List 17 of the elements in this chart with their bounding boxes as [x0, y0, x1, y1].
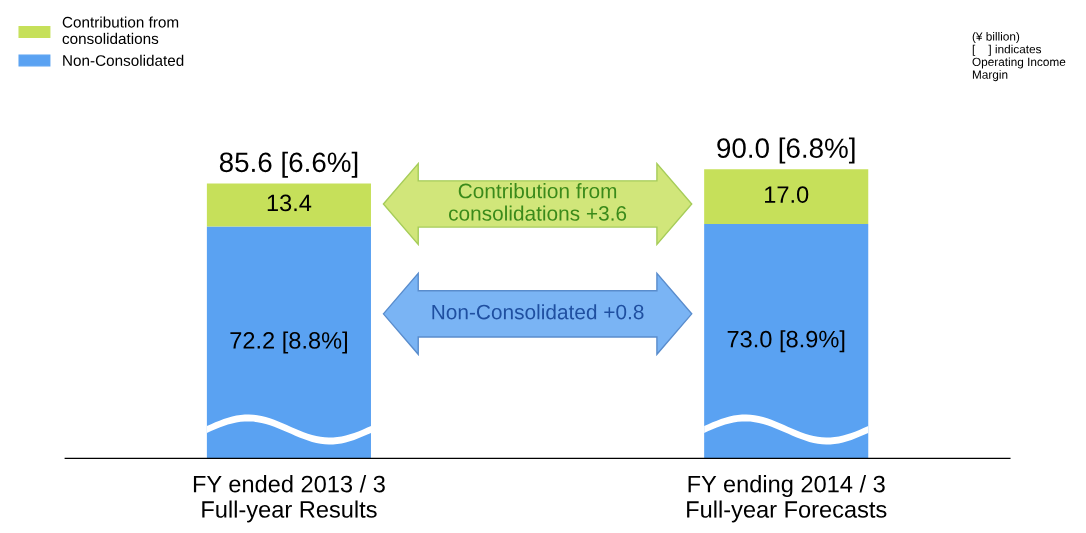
- text: (¥ billion) [ ] indicates Operating Income Margin: [972, 31, 1066, 82]
- bar: [206, 226, 371, 459]
- data-label: 13.4: [267, 194, 312, 212]
- data-label: 72.2 [8.8%]: [230, 331, 347, 354]
- legend-label: Contribution from consolidations: [62, 16, 179, 45]
- data-label: 17.0: [765, 186, 809, 203]
- total-label: 85.6 [6.6%]: [219, 151, 358, 178]
- bar: [704, 223, 869, 459]
- total-label: 90.0 [6.8%]: [717, 137, 855, 164]
- bar: [704, 169, 869, 224]
- data-label: 73.0 [8.9%]: [727, 330, 845, 353]
- annotation: Non-Consolidated +0.8: [432, 304, 644, 320]
- legend-label: Non-Consolidated: [63, 54, 184, 66]
- x-tick-label: FY ended 2013 / 3 Full-year Results: [193, 475, 385, 523]
- x-tick-label: FY ending 2014 / 3 Full-year Forecasts: [687, 475, 887, 523]
- bar: [206, 183, 371, 227]
- annotation: Contribution from consolidations +3.6: [448, 183, 627, 221]
